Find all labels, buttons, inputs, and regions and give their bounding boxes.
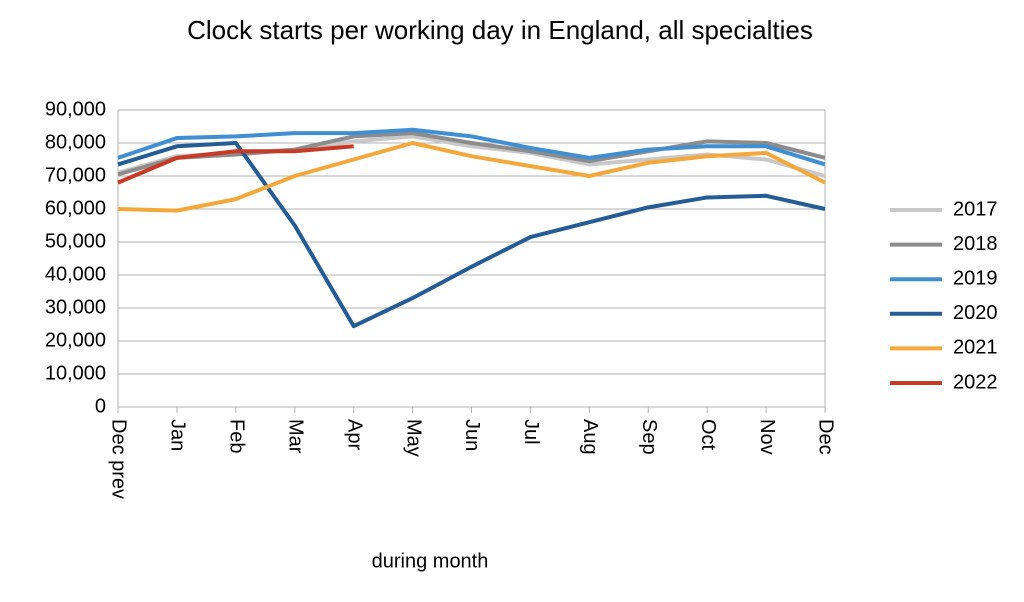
x-tick-label: Jul [520,419,542,445]
x-tick-label: Dec prev [108,419,130,499]
x-axis-label: during month [372,550,489,572]
legend-label: 2019 [953,267,998,289]
series-line [117,127,826,167]
x-tick-label: Oct [697,419,719,451]
x-tick-label: Jun [461,419,483,451]
x-tick-label: Dec [815,419,837,455]
y-tick-label: 0 [95,395,106,417]
y-tick-label: 60,000 [45,197,106,219]
x-tick-label: Nov [756,419,778,455]
legend-label: 2021 [953,337,998,359]
x-tick-label: Aug [579,419,601,455]
series-line [117,131,826,177]
series-line [117,141,826,213]
y-tick-label: 30,000 [45,296,106,318]
x-tick-label: Sep [638,419,660,455]
y-tick-label: 20,000 [45,329,106,351]
series-line [117,144,354,185]
x-tick-label: Apr [343,419,365,450]
y-tick-label: 50,000 [45,230,106,252]
y-tick-label: 80,000 [45,131,106,153]
chart-title: Clock starts per working day in England,… [187,15,813,45]
x-tick-label: Feb [226,419,248,453]
legend-label: 2022 [953,371,998,393]
legend-label: 2018 [953,233,998,255]
y-tick-label: 40,000 [45,263,106,285]
y-tick-label: 10,000 [45,362,106,384]
x-tick-label: Mar [284,419,306,454]
y-tick-label: 90,000 [45,98,106,120]
series-line [117,141,826,329]
legend-label: 2020 [953,302,998,324]
x-tick-label: May [402,419,424,457]
x-tick-label: Jan [167,419,189,451]
legend-label: 2017 [953,198,998,220]
y-tick-label: 70,000 [45,164,106,186]
